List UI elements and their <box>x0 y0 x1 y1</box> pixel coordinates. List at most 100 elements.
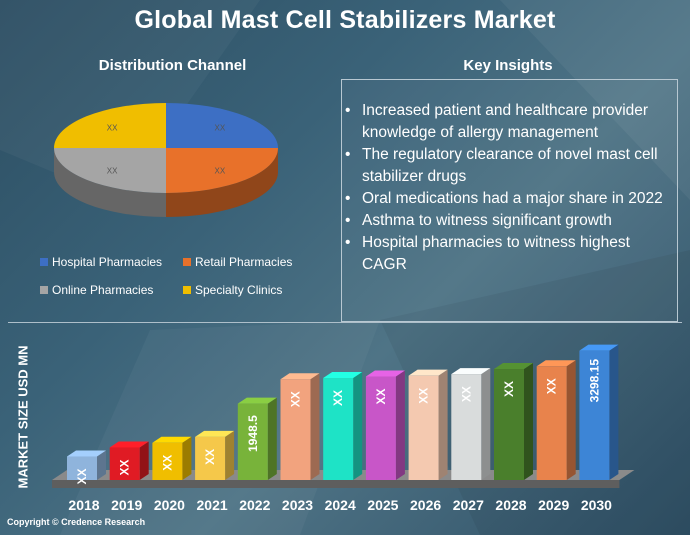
x-tick-label: 2022 <box>239 497 270 513</box>
x-tick-label: 2020 <box>154 497 185 513</box>
bar: XX <box>152 436 192 480</box>
bar: 1948.5 <box>237 397 277 480</box>
legend-item-specialty-clinics: Specialty Clinics <box>183 283 282 297</box>
x-tick-label: 2027 <box>453 497 484 513</box>
bar-top <box>536 360 576 367</box>
bar-data-label: XX <box>545 378 559 394</box>
bar-data-label: XX <box>459 386 473 402</box>
bar-data-label: XX <box>203 449 217 465</box>
pie-data-label: XX <box>215 167 226 176</box>
insight-item: Hospital pharmacies to witness highest C… <box>345 232 673 276</box>
bar-data-label: XX <box>331 390 345 406</box>
bar-top <box>323 372 363 379</box>
bar-side <box>310 373 320 480</box>
bar-side <box>139 441 149 480</box>
bar-front <box>579 350 610 480</box>
bar-top <box>237 397 277 404</box>
legend-label: Retail Pharmacies <box>195 255 293 269</box>
x-tick-label: 2029 <box>538 497 569 513</box>
distribution-title: Distribution Channel <box>98 57 247 74</box>
legend-label: Online Pharmacies <box>52 283 154 297</box>
bar-front <box>280 379 311 480</box>
legend-label: Hospital Pharmacies <box>52 255 163 269</box>
bar-data-label: XX <box>118 459 132 475</box>
bar-data-label: XX <box>75 468 89 484</box>
legend-swatch <box>183 258 191 266</box>
page-title: Global Mast Cell Stabilizers Market <box>134 6 556 34</box>
y-axis-label: MARKET SIZE USD MN <box>15 345 31 489</box>
bar-side <box>182 436 192 480</box>
insight-item: Asthma to witness significant growth <box>345 210 673 232</box>
legend-swatch <box>40 286 48 294</box>
bar: XX <box>494 363 533 480</box>
section-divider <box>8 322 682 323</box>
bar-top <box>451 368 491 375</box>
bar: XX <box>323 372 363 480</box>
bar-front <box>408 375 439 480</box>
bar-side <box>353 372 363 480</box>
bar: XX <box>280 373 320 480</box>
bar-front <box>152 442 183 480</box>
x-tick-label: 2023 <box>282 497 313 513</box>
bar: XX <box>67 450 106 484</box>
bar-side <box>481 368 491 480</box>
bar-data-label: 3298.15 <box>587 359 601 403</box>
bar-top <box>67 450 106 457</box>
bar-front <box>67 456 97 480</box>
bar-data-label: XX <box>417 388 431 404</box>
insights-box: Increased patient and healthcare provide… <box>341 79 678 322</box>
bar-data-label: XX <box>374 388 388 404</box>
pie-data-label: XX <box>107 167 118 176</box>
legend-swatch <box>40 258 48 266</box>
x-tick-label: 2025 <box>367 497 398 513</box>
bar-top <box>579 344 619 351</box>
bar-top <box>365 370 405 377</box>
bar-side <box>225 430 235 480</box>
x-tick-label: 2030 <box>581 497 612 513</box>
bar-side <box>566 360 576 480</box>
pie-slice <box>166 103 278 148</box>
x-tick-label: 2026 <box>410 497 441 513</box>
bar-front <box>109 447 140 480</box>
bar: XX <box>365 370 405 480</box>
pie-data-label: XX <box>107 123 118 132</box>
bar: XX <box>408 369 448 480</box>
pie-side-walls <box>54 148 278 217</box>
bar: 3298.15 <box>579 344 619 480</box>
copyright-text: Copyright © Credence Research <box>7 517 146 527</box>
bar-side <box>97 450 106 480</box>
bar-data-label: XX <box>289 391 303 407</box>
bar-data-label: XX <box>502 381 516 397</box>
insight-item: Increased patient and healthcare provide… <box>345 100 673 144</box>
x-tick-label: 2021 <box>197 497 228 513</box>
bar-side <box>438 369 448 480</box>
bar-top <box>152 436 192 443</box>
legend-swatch <box>183 286 191 294</box>
bar: XX <box>451 368 491 480</box>
insights-title: Key Insights <box>463 57 553 74</box>
bar-side <box>609 344 619 480</box>
bar-front <box>237 403 268 480</box>
bar-front <box>451 374 482 480</box>
insight-item: The regulatory clearance of novel mast c… <box>345 144 673 188</box>
x-tick-label: 2018 <box>68 497 99 513</box>
pie-slice-side <box>54 148 166 217</box>
bar-side <box>524 363 533 480</box>
bar-data-label: XX <box>160 455 174 471</box>
bar-front <box>536 366 567 480</box>
bar-front <box>323 378 354 480</box>
bar-data-label: 1948.5 <box>246 415 260 452</box>
pie-data-label: XX <box>215 123 226 132</box>
insights-list: Increased patient and healthcare provide… <box>342 80 677 276</box>
bar-top <box>280 373 320 380</box>
bar: XX <box>195 430 235 480</box>
pie-slice <box>166 148 278 193</box>
bar-top <box>195 430 235 437</box>
bar-front <box>195 436 226 480</box>
bar-top <box>408 369 448 376</box>
legend-label: Specialty Clinics <box>195 283 283 297</box>
bar-front <box>365 376 396 480</box>
